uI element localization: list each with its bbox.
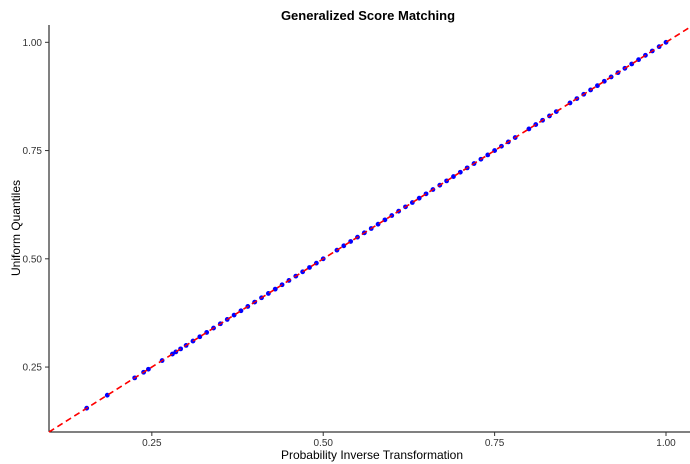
x-tick-label: 0.25 xyxy=(142,438,162,449)
y-axis-title: Uniform Quantiles xyxy=(9,180,23,276)
plot-area: 0.25 0.50 0.75 1.00 0.25 0.50 0.75 1.00 xyxy=(23,25,690,449)
data-point xyxy=(416,195,422,201)
points-layer xyxy=(48,26,690,433)
x-tick-label: 0.50 xyxy=(313,438,333,449)
y-ticks-layer: 0.25 0.50 0.75 1.00 xyxy=(23,38,49,374)
y-tick-label: 1.00 xyxy=(23,38,43,49)
data-point xyxy=(307,265,312,270)
chart-title: Generalized Score Matching xyxy=(281,8,455,23)
x-tick-label: 1.00 xyxy=(656,438,676,449)
x-tick-label: 0.75 xyxy=(485,438,505,449)
x-axis-title: Probability Inverse Transformation xyxy=(281,448,463,462)
y-tick-label: 0.25 xyxy=(23,363,43,374)
reference-line-overlay xyxy=(48,26,690,433)
y-tick-label: 0.75 xyxy=(23,146,43,157)
y-tick-label: 0.50 xyxy=(23,254,43,265)
x-ticks-layer: 0.25 0.50 0.75 1.00 xyxy=(142,432,676,449)
